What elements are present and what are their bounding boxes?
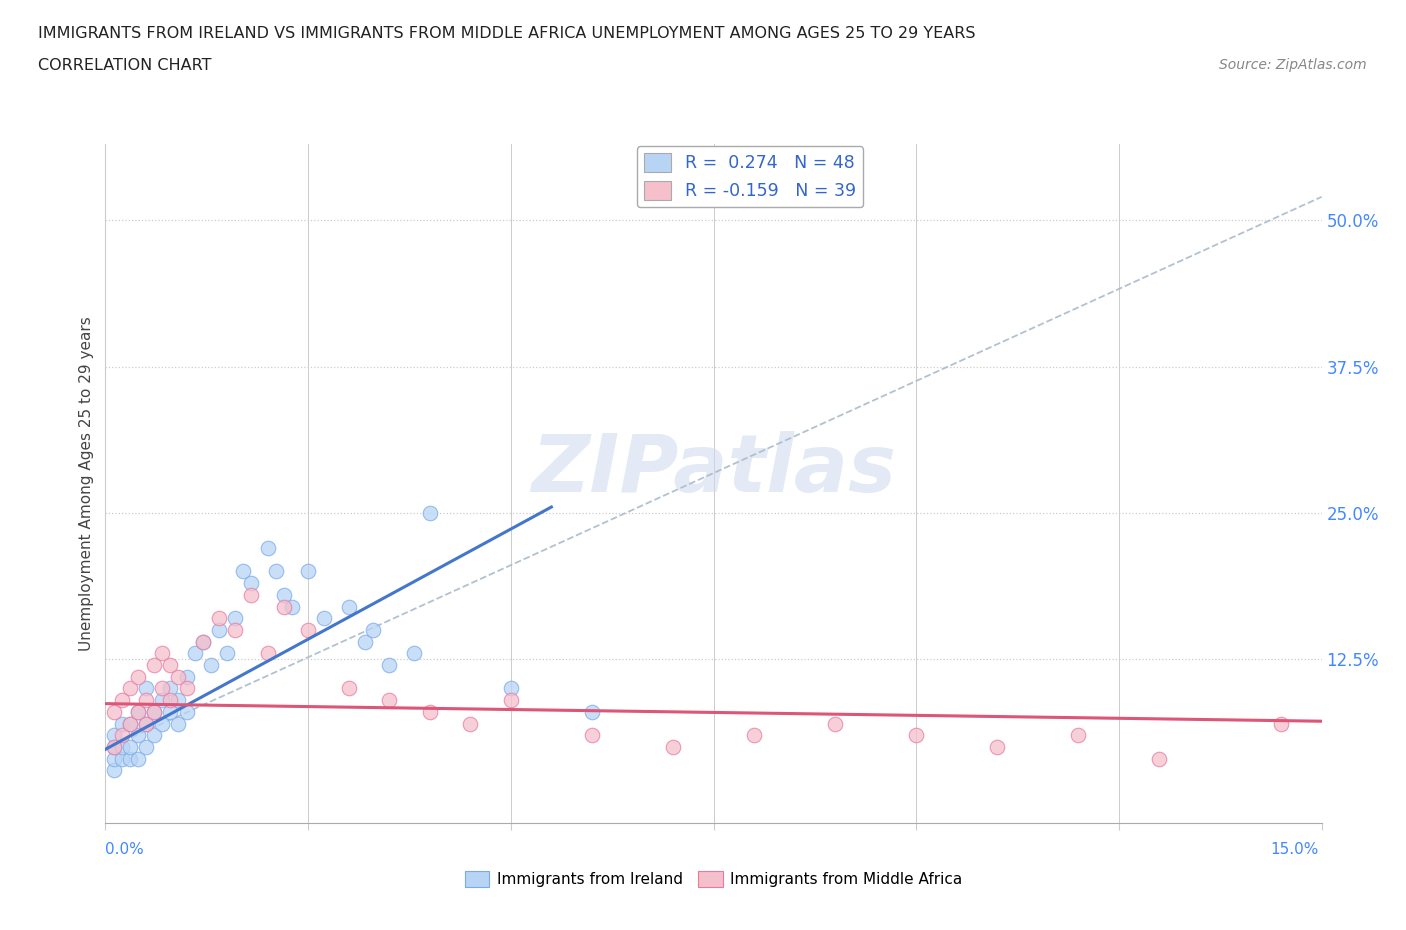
Point bbox=[103, 739, 125, 754]
Point bbox=[135, 739, 157, 754]
Text: ZIPatlas: ZIPatlas bbox=[531, 431, 896, 509]
Point bbox=[159, 658, 181, 672]
Point bbox=[159, 704, 181, 719]
Point bbox=[150, 716, 173, 731]
Point bbox=[419, 505, 441, 520]
Point bbox=[191, 634, 214, 649]
Text: Source: ZipAtlas.com: Source: ZipAtlas.com bbox=[1219, 58, 1367, 72]
Point bbox=[191, 634, 214, 649]
Point bbox=[314, 611, 336, 626]
Point bbox=[824, 716, 846, 731]
Point bbox=[224, 622, 246, 637]
Point bbox=[127, 670, 149, 684]
Point bbox=[378, 658, 401, 672]
Point bbox=[361, 622, 384, 637]
Point bbox=[264, 564, 287, 578]
Point bbox=[103, 751, 125, 766]
Point bbox=[581, 728, 603, 743]
Point bbox=[111, 716, 134, 731]
Point bbox=[159, 681, 181, 696]
Point bbox=[167, 716, 190, 731]
Point bbox=[111, 693, 134, 708]
Point bbox=[167, 693, 190, 708]
Point bbox=[118, 716, 141, 731]
Point bbox=[183, 646, 205, 661]
Point bbox=[1067, 728, 1090, 743]
Point bbox=[297, 622, 319, 637]
Point bbox=[402, 646, 425, 661]
Point bbox=[127, 751, 149, 766]
Text: CORRELATION CHART: CORRELATION CHART bbox=[38, 58, 211, 73]
Y-axis label: Unemployment Among Ages 25 to 29 years: Unemployment Among Ages 25 to 29 years bbox=[79, 316, 94, 651]
Text: 0.0%: 0.0% bbox=[105, 842, 145, 857]
Point bbox=[150, 681, 173, 696]
Point bbox=[159, 693, 181, 708]
Point bbox=[256, 646, 278, 661]
Point bbox=[103, 704, 125, 719]
Point bbox=[256, 540, 278, 555]
Point bbox=[200, 658, 222, 672]
Point bbox=[337, 681, 360, 696]
Point bbox=[499, 693, 522, 708]
Point bbox=[232, 564, 254, 578]
Point bbox=[111, 751, 134, 766]
Point bbox=[217, 646, 239, 661]
Point bbox=[176, 670, 198, 684]
Point bbox=[118, 681, 141, 696]
Point bbox=[176, 681, 198, 696]
Point bbox=[135, 681, 157, 696]
Point bbox=[378, 693, 401, 708]
Point bbox=[1149, 751, 1171, 766]
Point bbox=[118, 751, 141, 766]
Point bbox=[224, 611, 246, 626]
Point bbox=[208, 622, 231, 637]
Point bbox=[240, 588, 263, 603]
Point bbox=[458, 716, 481, 731]
Point bbox=[167, 670, 190, 684]
Point bbox=[581, 704, 603, 719]
Point bbox=[111, 728, 134, 743]
Legend: R =  0.274   N = 48, R = -0.159   N = 39: R = 0.274 N = 48, R = -0.159 N = 39 bbox=[637, 146, 863, 207]
Point bbox=[103, 739, 125, 754]
Point bbox=[354, 634, 377, 649]
Point bbox=[127, 728, 149, 743]
Point bbox=[662, 739, 685, 754]
Point bbox=[150, 693, 173, 708]
Point bbox=[127, 704, 149, 719]
Point bbox=[176, 704, 198, 719]
Point bbox=[118, 739, 141, 754]
Point bbox=[742, 728, 765, 743]
Point bbox=[103, 763, 125, 777]
Point bbox=[135, 693, 157, 708]
Point bbox=[337, 599, 360, 614]
Text: 15.0%: 15.0% bbox=[1271, 842, 1319, 857]
Point bbox=[499, 681, 522, 696]
Point bbox=[273, 588, 295, 603]
Point bbox=[208, 611, 231, 626]
Point bbox=[118, 716, 141, 731]
Point bbox=[273, 599, 295, 614]
Point bbox=[143, 704, 166, 719]
Point bbox=[127, 704, 149, 719]
Point bbox=[143, 704, 166, 719]
Point bbox=[135, 716, 157, 731]
Point bbox=[1270, 716, 1292, 731]
Point bbox=[150, 646, 173, 661]
Point bbox=[281, 599, 304, 614]
Point bbox=[135, 716, 157, 731]
Point bbox=[111, 739, 134, 754]
Point bbox=[297, 564, 319, 578]
Point bbox=[419, 704, 441, 719]
Point bbox=[905, 728, 928, 743]
Point bbox=[143, 658, 166, 672]
Point bbox=[986, 739, 1008, 754]
Text: IMMIGRANTS FROM IRELAND VS IMMIGRANTS FROM MIDDLE AFRICA UNEMPLOYMENT AMONG AGES: IMMIGRANTS FROM IRELAND VS IMMIGRANTS FR… bbox=[38, 26, 976, 41]
Point bbox=[103, 728, 125, 743]
Point bbox=[143, 728, 166, 743]
Point bbox=[240, 576, 263, 591]
